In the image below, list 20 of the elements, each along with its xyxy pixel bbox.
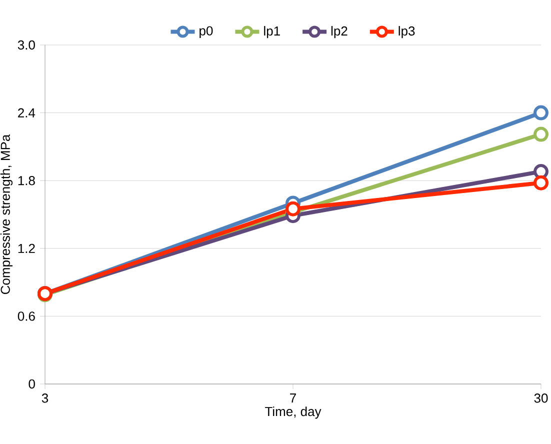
legend-label: lp3 [398,26,415,38]
y-tick-label: 0.6 [18,312,35,321]
y-tick-label: 2.4 [18,108,36,118]
point [534,164,548,180]
legend-label: lp1 [264,26,280,38]
point [534,105,548,120]
x-tick-label: 3 [42,394,48,403]
point [534,126,548,142]
x-tick-label: 7 [290,394,296,402]
point [534,175,548,190]
x-tick-label: 30 [534,394,548,403]
y-tick-label: 0 [28,379,35,389]
point [286,201,301,216]
y-tick-label: 1.2 [18,244,35,253]
y-tick-label: 3.0 [18,40,35,50]
y-tick-label: 1.8 [18,176,35,186]
legend-label: p0 [200,26,213,38]
legend-label: lp2 [331,26,348,38]
y-axis-title: Compressive strength, MPa [0,134,13,294]
x-axis-title: Time, day [265,406,322,419]
